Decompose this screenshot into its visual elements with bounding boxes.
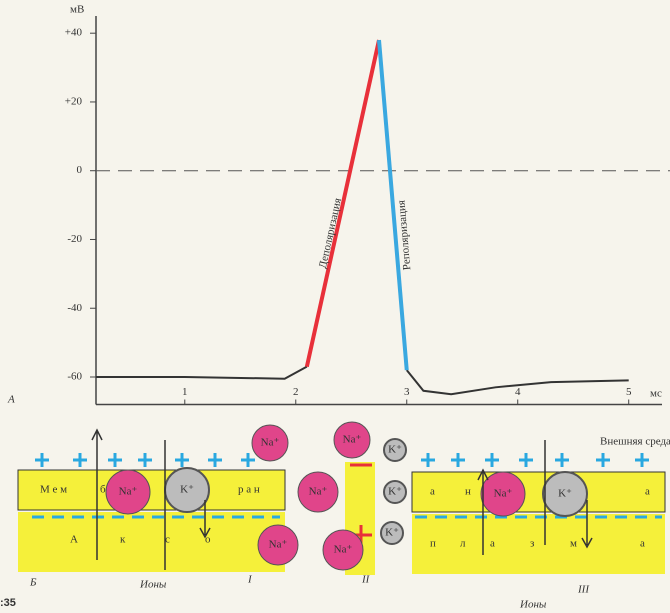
y-tick-label: -40: [67, 302, 82, 314]
axoplasm-text: м: [570, 538, 577, 550]
caption: Ионы: [139, 579, 167, 591]
y-tick-label: -20: [67, 233, 82, 245]
caption: Ионы: [519, 599, 547, 611]
caption: II: [361, 574, 371, 586]
axoplasm-text: а: [640, 538, 645, 550]
y-tick-label: 0: [77, 164, 83, 176]
ion-label: K⁺: [388, 486, 402, 498]
outside-label: Внешняя среда: [600, 436, 670, 448]
ion-label: Na⁺: [343, 434, 362, 446]
axoplasm-text: а: [490, 538, 495, 550]
y-tick-label: +20: [65, 95, 83, 107]
ion-label: Na⁺: [494, 488, 513, 500]
axoplasm-left: [18, 512, 285, 572]
axoplasm-text: з: [530, 538, 534, 550]
ion-label: Na⁺: [261, 437, 280, 449]
ion-label: K⁺: [388, 444, 402, 456]
ion-label: Na⁺: [334, 544, 353, 556]
ion-label: Na⁺: [269, 539, 288, 551]
panel-label: А: [7, 394, 15, 406]
ion-label: Na⁺: [309, 486, 328, 498]
x-axis-label: мс: [650, 388, 662, 400]
x-tick-label: 5: [626, 386, 632, 398]
page-number: :35: [0, 597, 16, 609]
axoplasm-right: [412, 514, 665, 574]
x-tick-label: 2: [293, 386, 299, 398]
membrane-text: р а н: [238, 484, 260, 496]
x-tick-label: 3: [404, 386, 410, 398]
ion-label: Na⁺: [119, 486, 138, 498]
membrane-text: а: [430, 486, 435, 498]
y-axis-label: мВ: [70, 4, 84, 16]
caption: Б: [29, 577, 37, 589]
membrane-text: М е м: [40, 484, 67, 496]
x-tick-label: 1: [182, 386, 188, 398]
membrane-text: а: [645, 486, 650, 498]
x-tick-label: 4: [515, 386, 521, 398]
axoplasm-text: А: [70, 534, 78, 546]
ion-label: K⁺: [180, 484, 194, 496]
y-tick-label: +40: [65, 27, 83, 39]
axoplasm-text: л: [460, 538, 466, 550]
membrane-text: б: [100, 484, 106, 496]
y-tick-label: -60: [67, 371, 82, 383]
axoplasm-text: п: [430, 538, 436, 550]
membrane-text: н: [465, 486, 471, 498]
axoplasm-text: к: [120, 534, 126, 546]
ion-label: K⁺: [385, 527, 399, 539]
figure: мВ мс А +40+200-20-40-6012345Деполяризац…: [0, 0, 670, 613]
ion-label: K⁺: [558, 488, 572, 500]
caption: III: [577, 584, 590, 596]
membrane-right: [412, 472, 665, 512]
